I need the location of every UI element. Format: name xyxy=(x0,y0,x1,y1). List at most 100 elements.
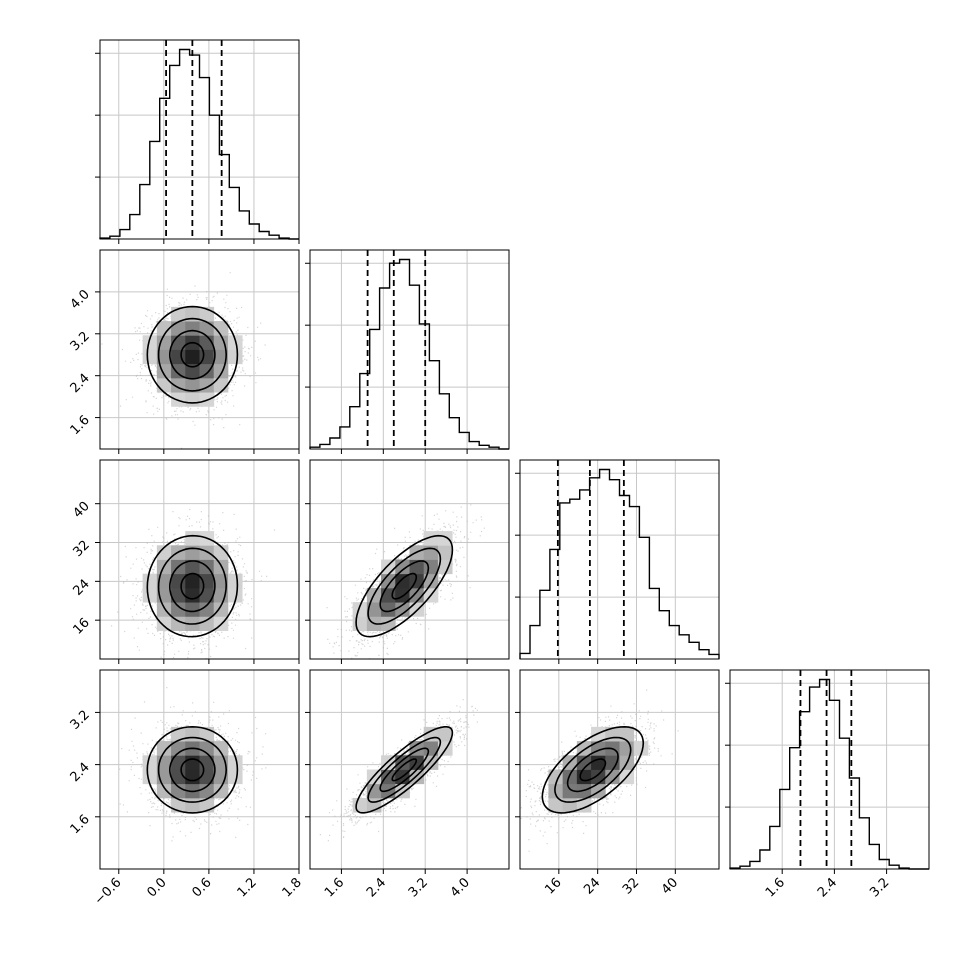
density-cell xyxy=(185,755,200,770)
density-cell xyxy=(185,587,200,603)
density-cell xyxy=(142,587,158,603)
density-cell xyxy=(213,783,229,799)
density-cell xyxy=(395,573,410,589)
contour-line xyxy=(180,341,205,368)
density-cell xyxy=(395,602,410,617)
contour-line xyxy=(146,725,239,814)
pair-panel-2-3 xyxy=(520,670,719,869)
density-cell xyxy=(381,573,396,589)
histogram-frame xyxy=(99,39,300,240)
density-cell xyxy=(437,545,453,560)
x-tick-label: 1.6 xyxy=(322,875,347,900)
density-cell xyxy=(366,783,382,799)
density-cell xyxy=(171,783,186,799)
y-tick-label: 24 xyxy=(71,577,93,599)
density-cell xyxy=(156,573,172,589)
density-cell xyxy=(562,769,578,785)
density-cell xyxy=(423,545,439,560)
density-cell xyxy=(171,363,186,379)
pair-panel-1-3 xyxy=(310,670,509,869)
contour-line xyxy=(157,547,228,625)
density-cell xyxy=(548,769,564,785)
density-cell xyxy=(171,392,186,407)
contour-line xyxy=(180,572,205,600)
histogram-outline xyxy=(99,48,299,240)
density-cell xyxy=(381,559,396,575)
density-cell xyxy=(199,616,215,631)
y-tick-label: 4.0 xyxy=(68,287,93,312)
density-cell xyxy=(171,602,186,617)
contour-line xyxy=(146,305,239,404)
density-cell xyxy=(199,783,215,799)
pair-panel-1-2 xyxy=(310,460,509,659)
contour-line xyxy=(168,329,216,380)
y-tick-label: 2.4 xyxy=(68,371,93,396)
density-cell xyxy=(156,335,172,350)
density-cell xyxy=(227,573,243,589)
histogram-panel-2 xyxy=(515,460,720,659)
sample-points xyxy=(520,689,679,852)
density-cell xyxy=(437,726,453,742)
y-tick-label: 3.2 xyxy=(68,329,93,354)
y-tick-label: 1.6 xyxy=(68,413,93,438)
density-cell xyxy=(185,559,200,575)
density-cell xyxy=(213,349,229,365)
contour-line xyxy=(355,534,454,638)
density-cell xyxy=(227,769,243,785)
histogram-panel-1 xyxy=(305,250,509,450)
histogram-panel-0 xyxy=(95,40,300,240)
x-tick-label: 16 xyxy=(542,875,564,897)
density-cell xyxy=(548,797,564,813)
density-cell xyxy=(576,769,592,785)
density-cell xyxy=(185,769,200,785)
density-cell xyxy=(633,741,649,756)
density-cell xyxy=(227,755,243,770)
contour-line xyxy=(367,736,442,803)
pair-panel-frame xyxy=(519,669,720,870)
density-cell xyxy=(199,377,215,393)
density-cell xyxy=(199,573,215,589)
density-cell xyxy=(199,602,215,617)
density-cell xyxy=(213,545,229,560)
density-cell xyxy=(352,797,368,813)
density-cell xyxy=(156,545,172,560)
density-cell xyxy=(213,321,229,336)
density-cell xyxy=(395,755,410,770)
contour-line xyxy=(355,726,454,814)
density-cell xyxy=(213,363,229,379)
x-tick-label: −0.6 xyxy=(92,875,125,908)
density-cell xyxy=(199,741,215,756)
density-cell xyxy=(156,363,172,379)
contour-line xyxy=(541,725,645,814)
x-tick-label: 1.6 xyxy=(763,875,788,900)
density-cell xyxy=(171,616,186,631)
density-cell xyxy=(156,783,172,799)
density-cell xyxy=(199,335,215,350)
x-tick-label: 0.6 xyxy=(189,875,214,900)
contour-line xyxy=(367,547,442,625)
density-cell xyxy=(213,602,229,617)
contour-line xyxy=(391,758,418,782)
density-cell xyxy=(199,363,215,379)
x-tick-label: 1.8 xyxy=(280,875,305,900)
x-tick-label: 3.2 xyxy=(406,875,431,900)
pair-panel-frame xyxy=(99,249,300,450)
pair-panel-frame xyxy=(309,669,510,870)
y-tick-label: 16 xyxy=(71,615,93,637)
density-cell xyxy=(142,755,158,770)
density-cell xyxy=(395,783,410,799)
histogram-outline xyxy=(309,258,509,450)
density-cell xyxy=(171,573,186,589)
x-tick-label: 2.4 xyxy=(815,875,840,900)
density-cell xyxy=(227,349,243,365)
y-tick-label: 2.4 xyxy=(68,760,93,785)
histogram-outline xyxy=(519,468,720,659)
density-cell xyxy=(156,741,172,756)
histogram-frame xyxy=(309,249,510,450)
x-tick-label: 4.0 xyxy=(448,875,473,900)
contour-line xyxy=(391,572,418,600)
density-cell xyxy=(156,349,172,365)
contour-line xyxy=(180,758,205,782)
density-cell xyxy=(591,769,606,785)
x-tick-label: 3.2 xyxy=(867,875,892,900)
